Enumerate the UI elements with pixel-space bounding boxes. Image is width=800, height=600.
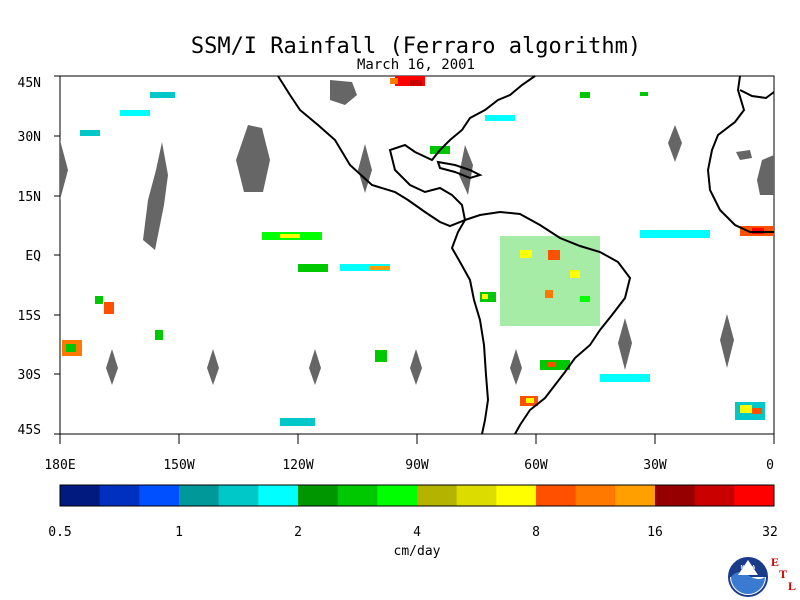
x-axis [59,434,775,444]
y-tick-label: 45S [18,423,41,438]
y-tick-label: 45N [18,76,41,91]
x-tick-label: 180E [44,458,75,473]
missing-swath [207,349,219,385]
missing-data-swaths [60,80,774,385]
x-tick-label: 90W [405,458,429,473]
colorbar-label: cm/day [394,544,441,559]
y-tick-label: 30S [18,368,41,383]
coastlines [277,75,775,435]
colorbar [60,485,775,506]
colorbar-segment [575,485,616,506]
colorbar-segment [60,485,101,506]
svg-text:NOAA: NOAA [741,565,756,571]
rainfall-field [62,76,774,426]
colorbar-tick-label: 4 [413,525,421,540]
missing-swath [510,349,522,385]
colorbar-segment [337,485,378,506]
colorbar-segment [99,485,140,506]
colorbar-segment [258,485,299,506]
colorbar-segment [694,485,735,506]
x-tick-label: 30W [643,458,667,473]
missing-swath [720,314,734,368]
chart-subtitle: March 16, 2001 [357,57,475,73]
x-tick-label: 150W [163,458,194,473]
colorbar-segment [615,485,656,506]
etl-letter-t: T [779,567,787,581]
missing-swath [736,150,752,160]
colorbar-segment [377,485,418,506]
missing-swath [143,142,168,250]
noaa-logo-icon: NOAA [728,557,768,597]
y-tick-label: 15N [18,190,41,205]
y-tick-label: 15S [18,309,41,324]
missing-swath [330,80,357,105]
y-tick-label: 30N [18,130,41,145]
colorbar-segment [139,485,180,506]
colorbar-segment [655,485,696,506]
y-tick-label: EQ [25,249,41,264]
etl-letter-e: E [771,555,779,569]
colorbar-segment [734,485,775,506]
colorbar-segment [496,485,537,506]
missing-swath [60,140,68,200]
colorbar-segment [456,485,497,506]
colorbar-segment [536,485,577,506]
colorbar-segment [218,485,259,506]
colorbar-tick-label: 32 [762,525,778,540]
missing-swath [459,145,473,195]
coastline-north-america [277,75,536,228]
colorbar-segment [179,485,220,506]
colorbar-tick-label: 2 [294,525,302,540]
chart-title: SSM/I Rainfall (Ferraro algorithm) [191,34,641,59]
map-plot [59,75,775,435]
coastline-south-america [450,210,632,435]
missing-swath [757,155,774,195]
colorbar-tick-label: 8 [532,525,540,540]
missing-swath [668,125,682,162]
colorbar-segment [298,485,339,506]
etl-letter-l: L [788,579,796,593]
x-tick-label: 120W [282,458,313,473]
missing-swath [618,318,632,370]
missing-swath [410,349,422,385]
coastline-europe [739,89,775,100]
colorbar-tick-label: 1 [175,525,183,540]
colorbar-tick-label: 0.5 [48,525,71,540]
y-axis [54,75,60,435]
x-tick-label: 0 [766,458,774,473]
coastline-cuba [436,160,483,180]
missing-swath [309,349,321,385]
x-tick-label: 60W [524,458,548,473]
colorbar-segment [417,485,458,506]
coastline-africa [706,75,774,233]
colorbar-frame [59,484,775,507]
missing-swath [106,349,118,385]
missing-swath [236,125,270,192]
colorbar-tick-label: 16 [647,525,663,540]
